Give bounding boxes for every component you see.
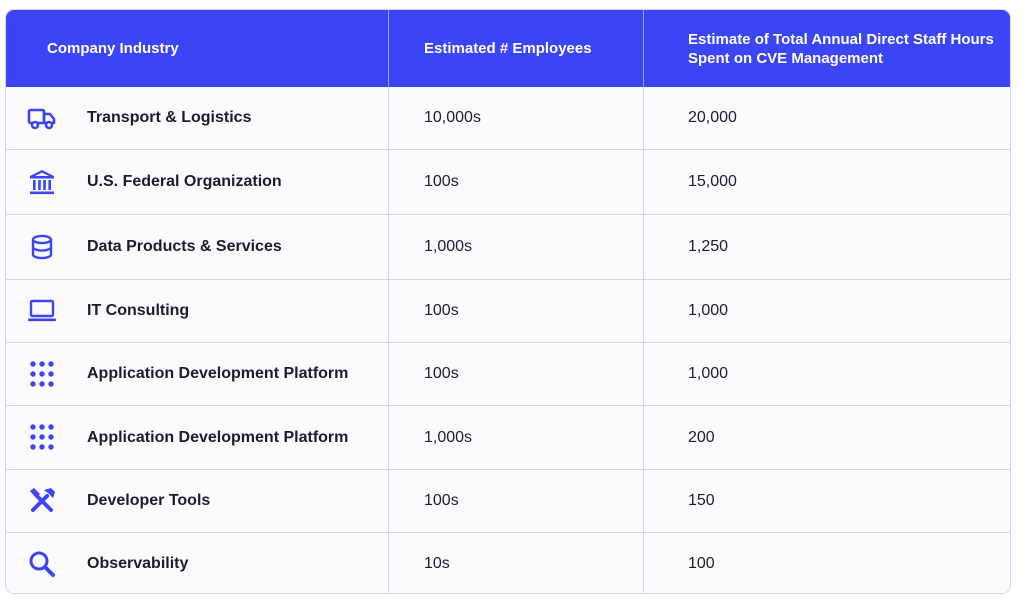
table-row: Application Development Platform 1,000s … <box>6 405 1010 469</box>
employees-cell: 100s <box>424 173 459 190</box>
industry-cell: Application Development Platform <box>87 428 349 446</box>
header-annual-staff-hours: Estimate of Total Annual Direct Staff Ho… <box>688 30 994 67</box>
employees-cell: 10s <box>424 555 450 572</box>
column-divider <box>388 87 389 593</box>
grid-dots-icon <box>26 421 58 453</box>
table-row: Transport & Logistics 10,000s 20,000 <box>6 87 1010 149</box>
grid-dots-icon <box>26 358 58 390</box>
hours-cell: 15,000 <box>688 173 737 190</box>
hours-cell: 100 <box>688 555 715 572</box>
table-body: Transport & Logistics 10,000s 20,000 U.S… <box>6 87 1010 593</box>
employees-cell: 1,000s <box>424 238 473 255</box>
hours-cell: 20,000 <box>688 109 737 126</box>
hours-cell: 200 <box>688 428 715 446</box>
hours-cell: 1,250 <box>688 238 729 255</box>
employees-cell: 10,000s <box>424 109 481 126</box>
hours-cell: 1,000 <box>688 365 729 382</box>
database-icon <box>26 231 58 263</box>
table-row: U.S. Federal Organization 100s 15,000 <box>6 149 1010 214</box>
table-row: Developer Tools 100s 150 <box>6 469 1010 532</box>
employees-cell: 100s <box>424 302 459 319</box>
column-divider <box>643 87 644 593</box>
table-row: Application Development Platform 100s 1,… <box>6 342 1010 405</box>
header-divider <box>643 10 644 87</box>
hours-cell: 150 <box>688 492 715 509</box>
table-row: Observability 10s 100 <box>6 532 1010 593</box>
laptop-icon <box>26 295 58 327</box>
header-divider <box>388 10 389 87</box>
table-row: IT Consulting 100s 1,000 <box>6 279 1010 342</box>
industry-cell: Observability <box>87 555 189 572</box>
employees-cell: 100s <box>424 365 459 382</box>
table-row: Data Products & Services 1,000s 1,250 <box>6 214 1010 279</box>
industry-cell: Data Products & Services <box>87 238 282 255</box>
magnifier-icon <box>26 548 58 580</box>
truck-icon <box>26 102 58 134</box>
employees-cell: 100s <box>424 492 459 509</box>
industry-cell: IT Consulting <box>87 302 190 319</box>
industry-cell: Application Development Platform <box>87 365 349 382</box>
header-estimated-employees: Estimated # Employees <box>424 40 592 57</box>
bank-icon <box>26 166 58 198</box>
cve-management-table: Company Industry Estimated # Employees E… <box>5 9 1011 594</box>
industry-cell: U.S. Federal Organization <box>87 173 282 190</box>
industry-cell: Developer Tools <box>87 492 211 509</box>
table-header: Company Industry Estimated # Employees E… <box>6 10 1010 87</box>
employees-cell: 1,000s <box>424 428 473 446</box>
tools-icon <box>26 485 58 517</box>
industry-cell: Transport & Logistics <box>87 109 252 126</box>
hours-cell: 1,000 <box>688 302 729 319</box>
header-company-industry: Company Industry <box>47 40 179 57</box>
